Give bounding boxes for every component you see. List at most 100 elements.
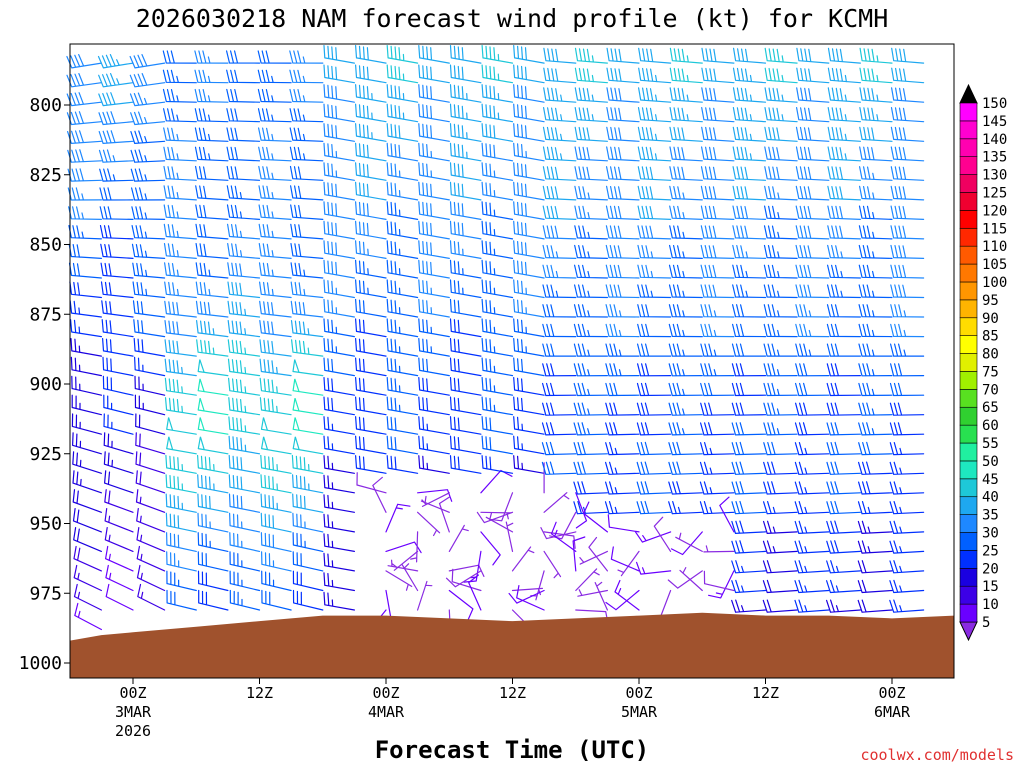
wind-barb [700, 205, 735, 220]
wind-barb [386, 84, 419, 103]
wind-barb [700, 442, 735, 456]
colorbar-label: 80 [982, 347, 999, 363]
colorbar-swatch [959, 210, 978, 229]
wind-barb [763, 244, 798, 259]
colorbar-swatch [959, 335, 978, 354]
wind-barb [764, 87, 798, 103]
wind-barb [356, 472, 387, 494]
wind-barb [857, 501, 893, 515]
wind-barb [386, 142, 419, 162]
wind-barb [228, 377, 261, 396]
wind-barb [889, 579, 925, 594]
wind-barb [890, 146, 925, 162]
wind-barb [194, 88, 229, 103]
wind-barb [542, 304, 577, 318]
wind-barb [102, 375, 134, 396]
wind-barb [858, 441, 893, 456]
wind-barb [323, 494, 355, 513]
wind-barb [449, 279, 482, 299]
wind-barb [98, 149, 134, 163]
wind-barb [513, 84, 545, 103]
wind-barb [163, 165, 197, 181]
wind-barb [132, 262, 166, 279]
wind-barb [732, 225, 767, 240]
x-tick-date: 3MAR [115, 703, 152, 721]
colorbar-swatch [959, 514, 978, 533]
wind-barb [451, 568, 482, 592]
wind-barb [732, 185, 767, 201]
wind-barb [794, 461, 830, 475]
colorbar-label: 70 [982, 382, 999, 398]
wind-barb [794, 422, 830, 436]
wind-barb [890, 264, 925, 279]
wind-barb [292, 512, 324, 533]
wind-barb [385, 541, 422, 554]
wind-barb [826, 304, 861, 318]
wind-barb [163, 146, 197, 162]
wind-barb [449, 259, 482, 279]
wind-barb [418, 201, 450, 220]
wind-barb [890, 126, 925, 142]
wind-barb [229, 589, 261, 611]
wind-barb [606, 107, 640, 123]
wind-barb [795, 304, 830, 318]
y-tick-label: 850 [29, 235, 62, 256]
wind-barb [763, 284, 798, 299]
wind-barb [166, 532, 197, 552]
wind-barb [418, 377, 450, 396]
wind-barb [165, 512, 197, 533]
wind-barb [323, 84, 355, 103]
wind-barb [323, 416, 355, 435]
wind-barb [513, 416, 545, 435]
wind-barb [594, 581, 608, 611]
wind-barb [574, 126, 608, 142]
wind-barb [574, 166, 608, 181]
wind-barb [323, 162, 355, 181]
wind-barb [858, 323, 893, 338]
wind-barb [289, 127, 324, 142]
wind-barb [323, 572, 355, 592]
wind-barb [476, 511, 514, 524]
wind-barb [481, 201, 514, 220]
wind-barb [355, 103, 387, 123]
wind-barb [857, 560, 893, 574]
wind-barb [605, 382, 640, 397]
wind-barb [323, 533, 355, 552]
wind-barb [891, 87, 925, 103]
wind-barb [890, 304, 925, 318]
wind-barb [700, 323, 735, 338]
wind-barb [129, 54, 166, 69]
colorbar-label: 85 [982, 329, 999, 345]
wind-barb [827, 87, 861, 103]
wind-barb [227, 281, 261, 299]
wind-barb [418, 435, 450, 455]
wind-barb [605, 205, 640, 220]
wind-barb [763, 461, 798, 475]
wind-barb [259, 281, 292, 299]
wind-barb [194, 69, 229, 84]
wind-barb [258, 204, 292, 220]
wind-barb [763, 441, 798, 456]
wind-barb [513, 45, 545, 64]
wind-barb [542, 205, 577, 220]
wind-barb [449, 396, 482, 416]
colorbar-label: 60 [982, 418, 999, 434]
wind-barb [292, 589, 324, 611]
wind-barb [637, 205, 672, 220]
wind-barb [163, 243, 197, 259]
wind-barb [290, 204, 324, 220]
wind-barb [889, 481, 925, 495]
wind-barb [513, 318, 545, 338]
wind-barb [668, 284, 703, 299]
wind-barb [197, 417, 229, 435]
wind-barb [513, 259, 545, 279]
wind-barb [699, 461, 735, 475]
wind-barb [605, 442, 640, 456]
wind-barb [513, 240, 545, 259]
wind-barb [197, 493, 229, 513]
wind-barb [258, 127, 292, 142]
wind-barb [228, 397, 261, 416]
wind-barb [386, 181, 419, 201]
wind-barb [448, 589, 474, 621]
